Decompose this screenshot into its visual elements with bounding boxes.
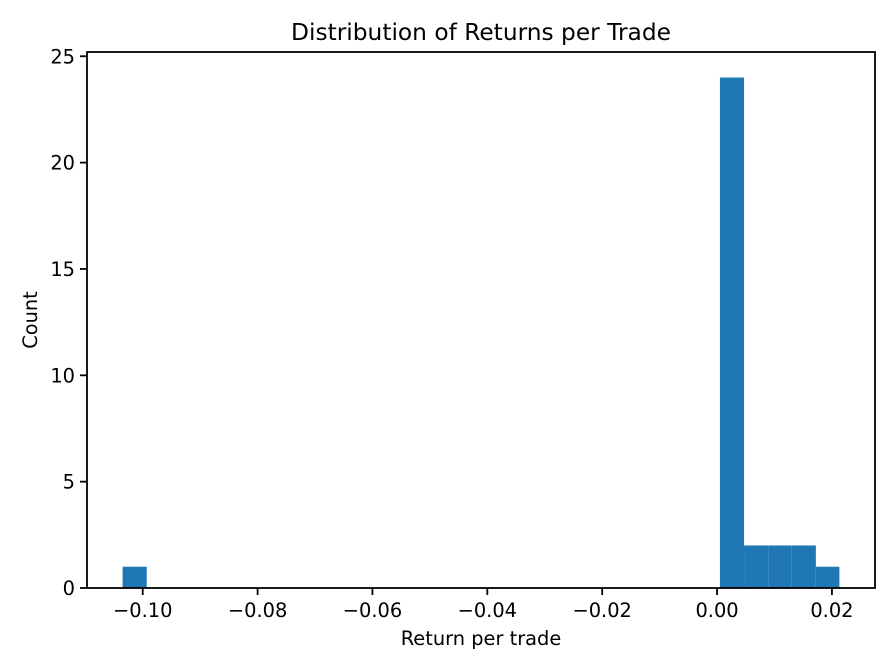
histogram-bar <box>791 545 816 588</box>
histogram-bar <box>815 566 840 588</box>
y-tick-label: 0 <box>63 577 75 600</box>
y-tick-label: 5 <box>63 471 75 494</box>
y-axis-label: Count <box>19 291 42 349</box>
histogram-bar <box>122 566 147 588</box>
x-tick-label: −0.08 <box>228 599 287 622</box>
x-tick-label: −0.06 <box>343 599 402 622</box>
y-tick-label: 10 <box>50 364 75 387</box>
x-tick-label: 0.02 <box>810 599 853 622</box>
x-axis-label: Return per trade <box>401 627 562 650</box>
y-tick-label: 25 <box>50 45 75 68</box>
histogram-bar <box>744 545 769 588</box>
x-tick-label: 0.00 <box>695 599 738 622</box>
histogram-bar <box>719 77 745 589</box>
x-tick-label: −0.02 <box>572 599 631 622</box>
y-tick-label: 20 <box>50 152 75 175</box>
axes-spines <box>86 51 876 589</box>
plot-area: −0.10 −0.08 −0.06 −0.04 −0.02 0.00 0.02 0 5 10 15 2… <box>50 45 876 622</box>
y-tick-label: 15 <box>50 258 75 281</box>
chart-title: Distribution of Returns per Trade <box>291 19 671 46</box>
x-tick-label: −0.10 <box>113 599 172 622</box>
x-tick-label: −0.04 <box>458 599 517 622</box>
histogram-bar <box>768 545 792 588</box>
